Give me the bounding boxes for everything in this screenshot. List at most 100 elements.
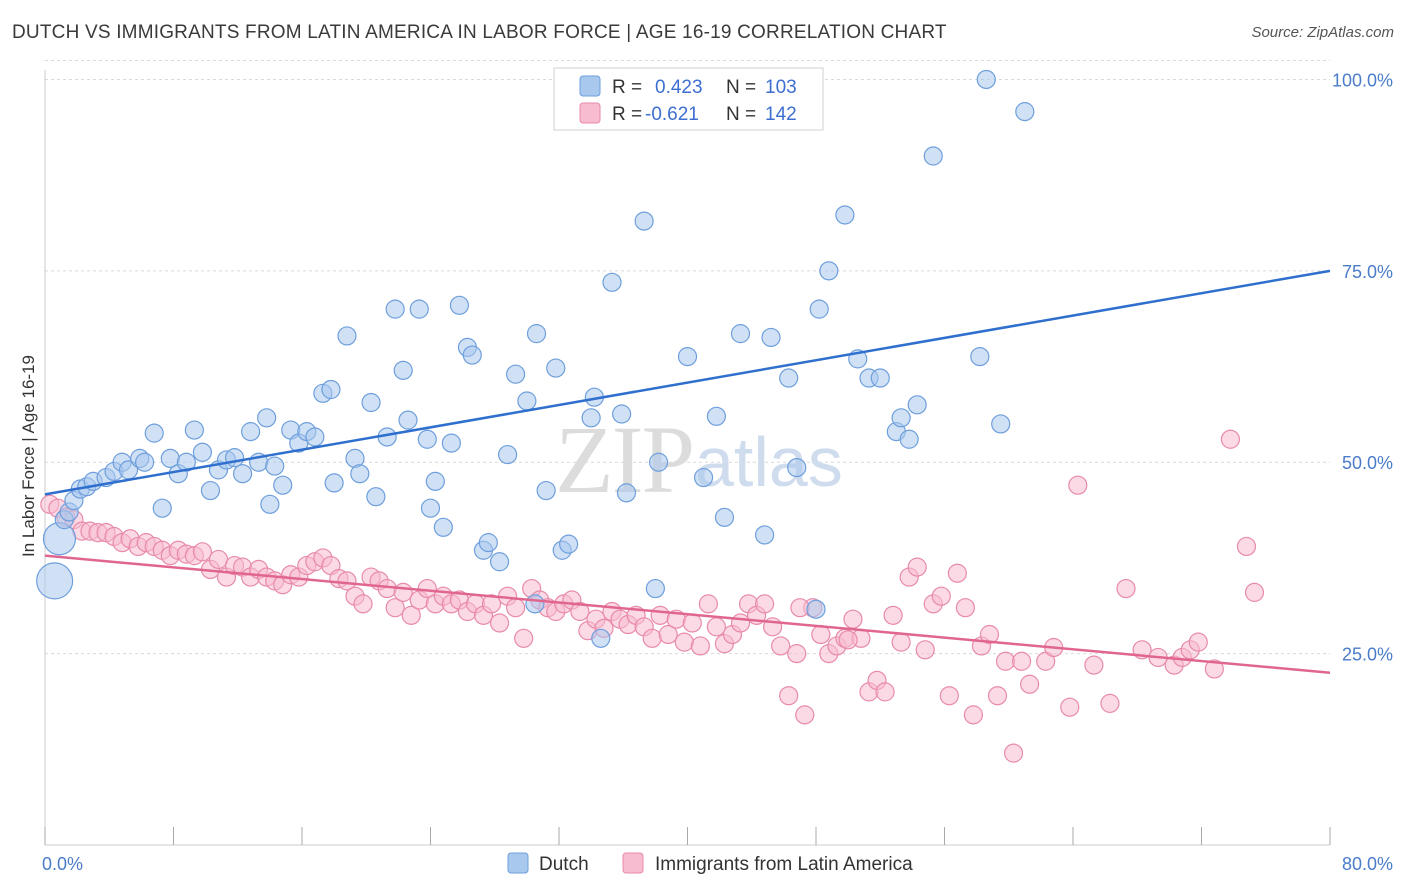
latam-point-136 bbox=[1204, 659, 1224, 679]
latam-point-118 bbox=[987, 686, 1008, 706]
dutch-point-87 bbox=[819, 261, 839, 281]
latam-point-128 bbox=[1100, 693, 1120, 713]
dutch-point-36 bbox=[321, 379, 341, 400]
bottom-legend-latam-label: Immigrants from Latin America bbox=[655, 854, 913, 875]
dutch-point-63 bbox=[546, 358, 566, 378]
bottom-legend-dutch-label: Dutch bbox=[539, 854, 589, 875]
latam-point-135 bbox=[1188, 632, 1208, 652]
dutch-point-34 bbox=[305, 427, 325, 447]
legend-box: R = 0.423 N = 103 R = -0.621 N = 142 bbox=[553, 67, 824, 131]
latam-point-122 bbox=[1020, 674, 1040, 694]
latam-point-127 bbox=[1084, 655, 1104, 675]
latam-trend-line bbox=[44, 554, 1331, 674]
dutch-point-54 bbox=[462, 345, 482, 365]
dutch-point-60 bbox=[517, 391, 537, 411]
dutch-point-101 bbox=[645, 578, 665, 599]
dutch-point-96 bbox=[923, 146, 943, 166]
dutch-point-18 bbox=[176, 452, 196, 472]
latam-point-55 bbox=[481, 594, 502, 614]
dutch-point-61 bbox=[526, 324, 547, 344]
latam-point-92 bbox=[779, 686, 799, 706]
dutch-point-73 bbox=[634, 211, 654, 231]
legend-r-value-2: -0.621 bbox=[645, 104, 699, 125]
dutch-point-102 bbox=[420, 498, 441, 518]
dutch-point-71 bbox=[612, 404, 632, 424]
dutch-point-97 bbox=[970, 346, 990, 367]
dutch-point-93 bbox=[891, 408, 911, 428]
latam-point-89 bbox=[754, 594, 775, 614]
latam-point-77 bbox=[658, 624, 678, 645]
y-tick-label-25: 25.0% bbox=[1342, 645, 1393, 665]
dutch-point-99 bbox=[991, 414, 1011, 434]
latam-point-138 bbox=[1236, 536, 1257, 557]
dutch-point-76 bbox=[677, 346, 698, 367]
y-axis-label: In Labor Force | Age 16-19 bbox=[19, 355, 38, 557]
dutch-point-50 bbox=[433, 517, 453, 537]
latam-point-19 bbox=[192, 542, 213, 562]
dutch-point-88 bbox=[835, 205, 855, 225]
dutch-trend-line bbox=[44, 269, 1331, 496]
latam-point-108 bbox=[907, 557, 927, 577]
dutch-point-91 bbox=[870, 368, 890, 388]
dutch-point-52 bbox=[449, 295, 470, 315]
watermark-atlas: atlas bbox=[695, 423, 843, 501]
bottom-legend-latam-swatch bbox=[622, 852, 644, 874]
axes bbox=[44, 70, 1331, 846]
dutch-point-59 bbox=[506, 364, 526, 384]
legend-r-value-1: 0.423 bbox=[655, 77, 703, 98]
latam-point-45 bbox=[401, 605, 421, 625]
dutch-point-65 bbox=[559, 534, 579, 554]
x-tick-label-min: 0.0% bbox=[42, 854, 83, 874]
latam-point-139 bbox=[1244, 582, 1265, 602]
latam-point-115 bbox=[963, 705, 984, 725]
latam-point-141 bbox=[790, 598, 810, 618]
dutch-point-67 bbox=[581, 408, 601, 428]
dutch-point-19 bbox=[184, 420, 204, 440]
latam-point-125 bbox=[1060, 697, 1080, 717]
latam-point-59 bbox=[514, 628, 534, 648]
latam-point-106 bbox=[891, 632, 911, 652]
x-tick-label-max: 80.0% bbox=[1342, 854, 1393, 874]
latam-point-96 bbox=[811, 624, 831, 645]
latam-point-112 bbox=[939, 686, 959, 706]
dutch-point-94 bbox=[899, 429, 919, 449]
dutch-point-103 bbox=[525, 594, 545, 614]
dutch-point-30 bbox=[273, 475, 293, 495]
dutch-point-25 bbox=[232, 464, 253, 484]
latam-point-66 bbox=[570, 601, 590, 622]
latam-point-119 bbox=[995, 651, 1016, 671]
dutch-point-26 bbox=[241, 422, 261, 442]
dutch-point-20 bbox=[192, 442, 213, 462]
latam-point-105 bbox=[883, 605, 903, 625]
dutch-point-28 bbox=[257, 408, 277, 428]
dutch-point-40 bbox=[350, 464, 370, 484]
latam-point-79 bbox=[674, 632, 694, 652]
dutch-point-24 bbox=[224, 448, 245, 468]
latam-point-129 bbox=[1116, 578, 1136, 599]
dutch-point-45 bbox=[393, 360, 413, 380]
dutch-point-46 bbox=[398, 410, 418, 430]
dutch-points bbox=[36, 69, 1035, 648]
dutch-point-81 bbox=[754, 525, 775, 545]
legend-dutch-swatch bbox=[579, 75, 601, 97]
dutch-point-42 bbox=[366, 487, 386, 507]
dutch-point-100 bbox=[1015, 102, 1035, 122]
legend-n-value-1: 103 bbox=[765, 77, 797, 98]
dutch-point-79 bbox=[714, 507, 735, 527]
dutch-point-51 bbox=[441, 433, 461, 453]
dutch-point-98 bbox=[976, 69, 996, 90]
x-tick-labels: 0.0% 80.0% bbox=[42, 854, 1393, 874]
latam-point-80 bbox=[682, 613, 702, 633]
y-tick-label-75: 75.0% bbox=[1342, 262, 1393, 282]
bottom-legend: Dutch Immigrants from Latin America bbox=[507, 852, 913, 875]
latam-point-76 bbox=[650, 605, 670, 625]
latam-point-137 bbox=[1220, 429, 1241, 449]
dutch-point-0 bbox=[36, 562, 74, 600]
latam-point-83 bbox=[706, 617, 727, 637]
dutch-point-44 bbox=[385, 299, 405, 319]
latam-point-109 bbox=[915, 640, 935, 660]
dutch-point-38 bbox=[337, 326, 357, 346]
latam-point-94 bbox=[795, 705, 815, 725]
dutch-point-62 bbox=[536, 480, 556, 501]
